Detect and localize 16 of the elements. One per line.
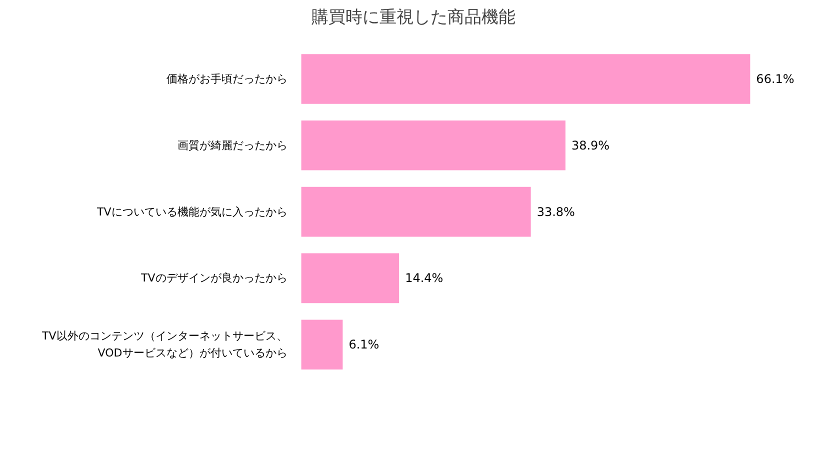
y-tick-label: TVについている機能が気に入ったから bbox=[96, 205, 288, 218]
bar bbox=[301, 186, 531, 237]
y-tick-label: TVのデザインが良かったから bbox=[140, 272, 288, 285]
bar bbox=[301, 120, 566, 170]
data-label: 14.4% bbox=[405, 271, 444, 286]
bar bbox=[301, 54, 750, 104]
chart-title: 購買時に重視した商品機能 bbox=[312, 8, 516, 28]
data-label: 66.1% bbox=[756, 72, 794, 86]
y-tick-label: 価格がお手頃だったから bbox=[166, 72, 288, 86]
bar bbox=[301, 320, 343, 370]
bar bbox=[301, 253, 400, 304]
y-tick-label: TV以外のコンテンツ（インターネットサービス、 VODサービスなど）が付いているから bbox=[41, 330, 288, 360]
data-label: 6.1% bbox=[348, 338, 380, 352]
y-tick-label: 画質が綺麗だったから bbox=[177, 138, 288, 152]
data-label: 38.9% bbox=[571, 138, 610, 152]
data-label: 33.8% bbox=[536, 204, 575, 219]
